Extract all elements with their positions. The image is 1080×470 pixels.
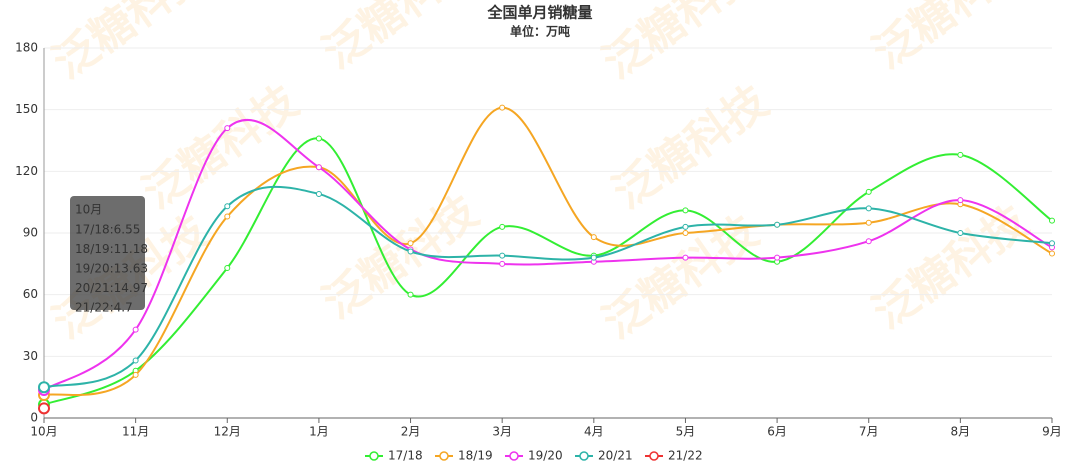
x-tick-label: 1月: [309, 425, 329, 439]
x-tick-label: 10月: [30, 425, 57, 439]
legend-marker: [369, 451, 379, 461]
legend-marker: [509, 451, 519, 461]
series-line: [43, 119, 1053, 391]
data-point: [774, 254, 781, 261]
legend-label: 21/22: [668, 449, 703, 463]
data-point: [1049, 250, 1055, 257]
y-tick-label: 60: [23, 287, 38, 301]
data-point: [1049, 240, 1055, 247]
data-point: [499, 260, 506, 267]
data-point: [224, 203, 231, 210]
chart-title: 全国单月销糖量: [486, 4, 592, 22]
watermark: 泛糖科技: [864, 0, 1037, 79]
y-tick-label: 0: [30, 411, 38, 425]
data-point: [315, 135, 322, 142]
data-point: [499, 104, 506, 111]
data-point: [682, 223, 689, 230]
data-point: [407, 248, 414, 255]
legend-label: 18/19: [458, 449, 493, 463]
y-tick-label: 150: [15, 102, 38, 116]
x-tick-label: 4月: [584, 425, 604, 439]
x-tick-label: 5月: [676, 425, 696, 439]
data-point: [315, 164, 322, 171]
x-tick-label: 7月: [859, 425, 879, 439]
chart-subtitle: 单位：万吨: [510, 24, 570, 39]
data-point: [957, 151, 964, 158]
data-point: [407, 240, 414, 247]
legend-label: 19/20: [528, 449, 563, 463]
data-point: [865, 205, 872, 212]
data-point: [224, 264, 231, 271]
data-point: [1049, 217, 1055, 224]
x-tick-label: 11月: [122, 425, 149, 439]
tooltip-line: 17/18:6.55: [75, 223, 140, 237]
tooltip-title: 10月: [75, 203, 102, 217]
tooltip: 10月 17/18:6.55 18/19:11.18 19/20:13.63 20/21…: [70, 196, 148, 315]
tooltip-line: 21/22:4.7: [75, 301, 133, 315]
data-point: [865, 219, 872, 226]
legend-marker: [649, 451, 659, 461]
data-point: [224, 125, 231, 132]
y-tick-label: 120: [15, 164, 38, 178]
legend-marker: [439, 451, 449, 461]
y-tick-label: 30: [23, 349, 38, 363]
x-tick-label: 2月: [401, 425, 421, 439]
data-point: [132, 371, 139, 378]
legend-label: 17/18: [388, 449, 423, 463]
data-point: [865, 238, 872, 245]
data-point: [590, 234, 597, 241]
data-point: [682, 254, 689, 261]
data-point: [132, 357, 139, 364]
y-tick-label: 180: [15, 41, 38, 55]
data-point: [957, 230, 964, 236]
y-tick-label: 90: [23, 226, 38, 240]
x-tick-label: 9月: [1042, 425, 1062, 439]
data-point: [682, 207, 689, 214]
data-point: [957, 197, 964, 204]
watermark: 泛糖科技: [314, 0, 487, 79]
data-point: [38, 381, 50, 394]
data-point: [590, 254, 597, 261]
data-point: [38, 402, 50, 415]
data-point: [315, 190, 322, 197]
watermark: 泛糖科技: [44, 0, 217, 89]
watermark: 泛糖科技: [594, 0, 767, 89]
data-point: [132, 326, 139, 333]
tooltip-line: 20/21:14.97: [75, 281, 148, 295]
tooltip-line: 19/20:13.63: [75, 262, 148, 276]
x-tick-label: 8月: [951, 425, 971, 439]
x-tick-label: 12月: [214, 425, 241, 439]
data-point: [682, 230, 689, 236]
x-tick-label: 6月: [767, 425, 787, 439]
watermark: 泛糖科技: [604, 76, 777, 219]
data-point: [407, 291, 414, 298]
data-point: [865, 188, 872, 195]
data-point: [499, 252, 506, 259]
tooltip-box: [70, 196, 145, 310]
x-tick-label: 3月: [492, 425, 512, 439]
data-point: [774, 221, 781, 228]
data-point: [499, 223, 506, 230]
data-point: [224, 213, 231, 220]
tooltip-line: 18/19:11.18: [75, 242, 148, 256]
legend-label: 20/21: [598, 449, 633, 463]
watermark: 泛糖科技: [134, 76, 307, 219]
legend-marker: [579, 451, 589, 461]
